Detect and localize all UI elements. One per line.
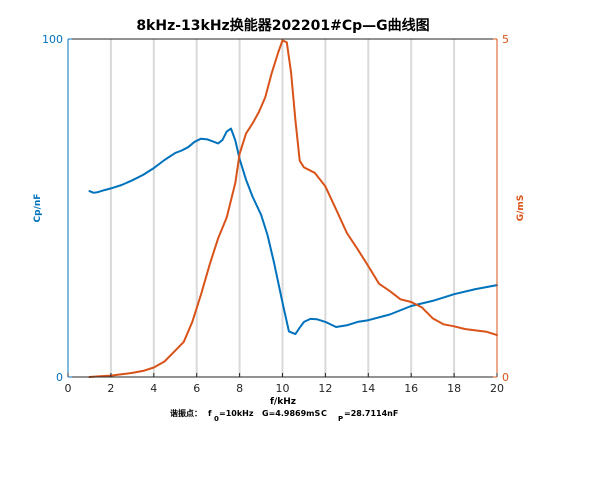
x-tick-label-8: 8 (236, 382, 243, 395)
resonance-annotation: 谐振点： f 0 =10kHz G=4.9869mS C P =28.7114n… (170, 408, 398, 423)
x-tick-label-0: 0 (65, 382, 72, 395)
chart-title: 8kHz-13kHz换能器202201#Cp—G曲线图 (136, 17, 429, 34)
annotation-f-value: =10kHz (219, 409, 254, 418)
series-line-g (88, 39, 498, 378)
x-tick-label-2: 2 (107, 382, 114, 395)
annotation-c-value: =28.7114nF (344, 409, 398, 418)
series-layer (88, 39, 498, 378)
y-right-tick-label-5: 5 (502, 33, 509, 46)
x-tick-label-14: 14 (361, 382, 375, 395)
x-tick-label-16: 16 (404, 382, 418, 395)
y-right-tick-label-0: 0 (502, 371, 509, 384)
y-left-tick-label-100: 100 (42, 33, 63, 46)
y-left-tick-label-0: 0 (56, 371, 63, 384)
x-tick-label-10: 10 (276, 382, 290, 395)
x-axis-label: f/kHz (270, 397, 296, 407)
annotation-f-subscript: 0 (214, 415, 219, 423)
annotation-c-subscript: P (338, 415, 343, 423)
annotation-f-symbol: f (208, 409, 212, 418)
y-axis-left-label: Cp/nF (33, 194, 43, 223)
x-tick-label-20: 20 (490, 382, 504, 395)
x-tick-label-12: 12 (318, 382, 332, 395)
annotation-g-value: G=4.9869mS (262, 409, 320, 418)
x-tick-label-4: 4 (150, 382, 157, 395)
annotation-c-symbol: C (321, 409, 327, 418)
x-tick-label-6: 6 (193, 382, 200, 395)
annotation-prefix: 谐振点： (170, 408, 202, 418)
y-axis-right-label: G/mS (516, 195, 526, 222)
x-tick-label-18: 18 (447, 382, 461, 395)
series-line-cp (88, 127, 498, 336)
